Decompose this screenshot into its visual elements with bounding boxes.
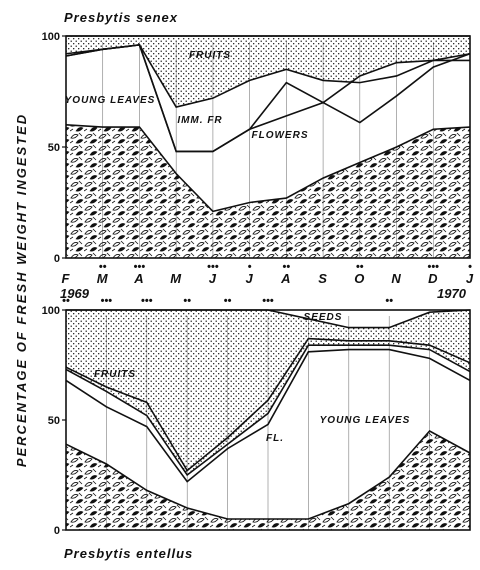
sample-marker: •• [183,295,191,307]
area-label: IMM. FR [177,115,222,126]
sample-marker: • [248,261,252,273]
area-label: YOUNG LEAVES [65,95,156,106]
y-tick-label: 50 [48,415,60,427]
sample-marker: • [468,261,472,273]
sample-marker: •• [356,261,364,273]
area-label: SEEDS [304,312,343,323]
month-label: N [391,271,401,286]
bottom-species-title: Presbytis entellus [64,546,193,561]
sample-marker: ••• [141,295,153,307]
month-label: J [209,271,217,286]
sample-marker: •• [62,295,70,307]
y-axis-label: PERCENTAGE OF FRESH WEIGHT INGESTED [14,113,29,467]
sample-marker: ••• [101,295,113,307]
top-species-title: Presbytis senex [64,10,178,25]
month-label: S [318,271,328,286]
y-tick-label: 100 [42,305,60,317]
month-label: A [133,271,144,286]
sample-marker: ••• [134,261,146,273]
area-label: YOUNG LEAVES [320,415,411,426]
area-label: FL. [266,433,284,444]
month-label: O [354,271,365,286]
boundary-line [65,124,471,213]
y-tick-label: 0 [54,525,60,537]
year-start-label: 1969 [60,286,90,301]
area-label: FRUITS [94,369,136,380]
area-label: FLOWERS [252,130,309,141]
month-label: F [62,271,71,286]
y-tick-label: 50 [48,142,60,154]
layer-mature-leaves [66,431,470,530]
month-label: J [466,271,474,286]
month-label: J [246,271,254,286]
sample-marker: •• [385,295,393,307]
sample-marker: ••• [207,261,219,273]
layer-mature-leaves [66,124,470,258]
sample-marker: ••• [427,261,439,273]
sample-marker: •• [99,261,107,273]
year-end-label: 1970 [437,286,467,301]
sample-marker: •• [283,261,291,273]
y-tick-label: 0 [54,253,60,265]
month-label: A [280,271,291,286]
area-label: FRUITS [189,50,231,61]
month-label: D [428,271,438,286]
sample-marker: ••• [262,295,274,307]
sample-marker: •• [224,295,232,307]
month-label: M [170,271,182,286]
month-label: M [97,271,109,286]
boundary-line [65,44,471,108]
y-tick-label: 100 [42,31,60,43]
